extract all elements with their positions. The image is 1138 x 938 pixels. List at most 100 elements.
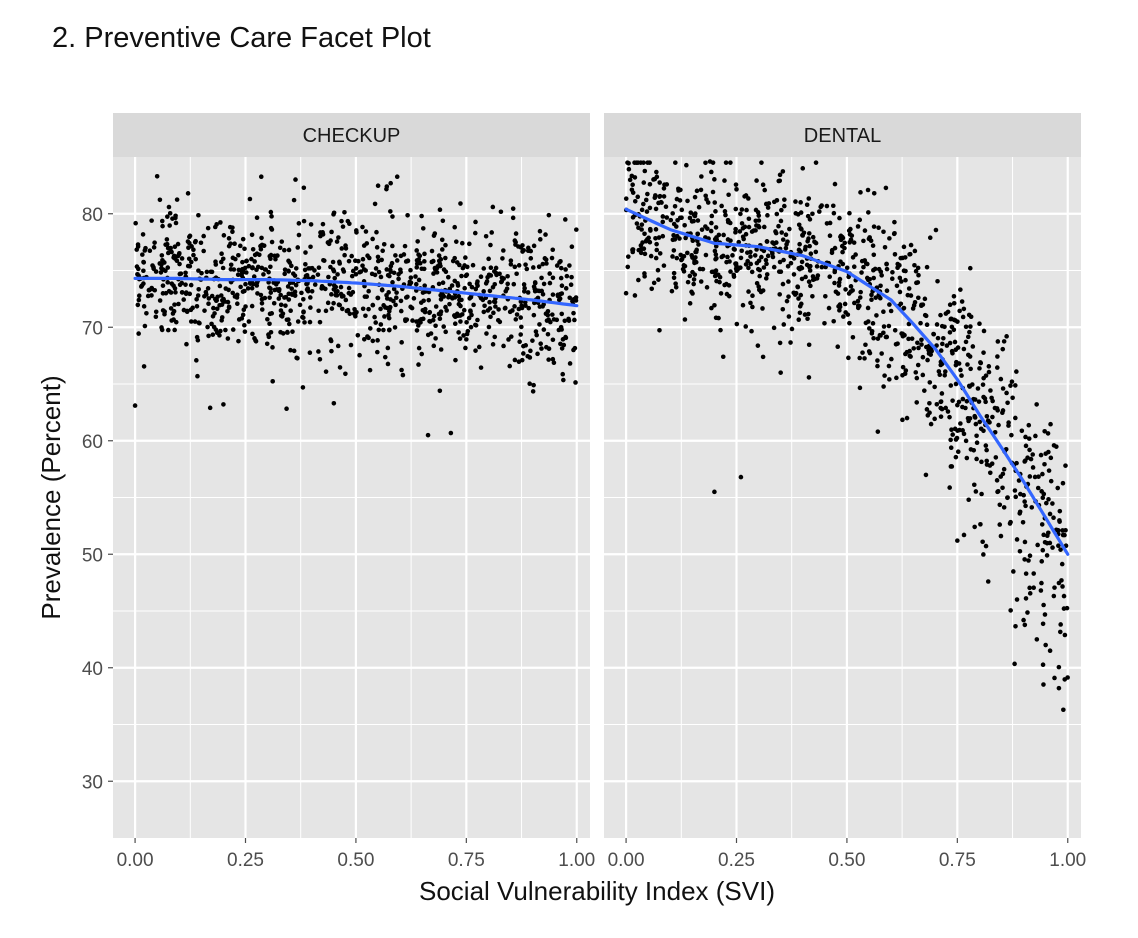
checkup-data-point <box>505 273 510 279</box>
dental-data-point <box>638 160 644 165</box>
checkup-data-point <box>141 260 147 265</box>
dental-data-point <box>912 262 917 268</box>
dental-data-point <box>888 308 894 314</box>
dental-data-point <box>827 220 833 226</box>
dental-data-point <box>914 400 920 405</box>
dental-data-point <box>765 213 770 218</box>
dental-data-point <box>709 220 714 226</box>
dental-data-point <box>872 266 878 272</box>
checkup-data-point <box>522 285 527 291</box>
dental-data-point <box>623 196 629 201</box>
dental-data-point <box>955 449 961 455</box>
dental-data-point <box>985 579 991 584</box>
dental-data-point <box>802 312 808 317</box>
checkup-data-point <box>286 317 291 322</box>
dental-data-point <box>778 218 784 224</box>
checkup-data-point <box>558 275 564 281</box>
checkup-data-point <box>226 304 232 310</box>
dental-data-point <box>848 284 854 289</box>
checkup-data-point <box>370 338 376 344</box>
dental-data-point <box>672 203 678 209</box>
dental-data-point <box>998 376 1004 382</box>
checkup-data-point <box>187 234 192 240</box>
dental-data-point <box>955 538 960 543</box>
dental-data-point <box>920 302 926 307</box>
dental-data-point <box>799 259 805 265</box>
checkup-data-point <box>375 183 381 189</box>
checkup-data-point <box>510 206 516 211</box>
checkup-facet-label: CHECKUP <box>303 125 401 147</box>
dental-data-point <box>869 297 874 303</box>
dental-data-point <box>630 249 636 255</box>
dental-data-point <box>977 366 982 371</box>
checkup-data-point <box>240 289 246 294</box>
dental-data-point <box>645 191 650 197</box>
dental-data-point <box>641 180 647 185</box>
checkup-data-point <box>207 405 213 411</box>
dental-data-point <box>638 250 644 256</box>
dental-data-point <box>1030 452 1036 457</box>
dental-data-point <box>1041 682 1046 687</box>
dental-data-point <box>668 217 674 223</box>
checkup-data-point <box>152 240 157 245</box>
checkup-data-point <box>514 312 520 317</box>
checkup-data-point <box>541 327 547 332</box>
dental-data-point <box>674 196 680 202</box>
dental-data-point <box>846 355 851 361</box>
checkup-data-point <box>384 267 390 272</box>
dental-data-point <box>760 182 766 187</box>
dental-data-point <box>865 187 871 193</box>
dental-data-point <box>716 232 722 238</box>
checkup-data-point <box>194 358 199 363</box>
checkup-data-point <box>165 327 171 333</box>
checkup-data-point <box>543 232 548 237</box>
dental-data-point <box>947 414 952 420</box>
dental-data-point <box>778 370 783 375</box>
dental-data-point <box>1061 707 1066 713</box>
checkup-data-point <box>537 237 543 242</box>
dental-data-point <box>696 242 701 247</box>
checkup-data-point <box>244 270 249 275</box>
dental-data-point <box>875 358 880 363</box>
checkup-data-point <box>328 264 333 270</box>
checkup-data-point <box>308 295 313 300</box>
checkup-data-point <box>192 239 198 245</box>
dental-data-point <box>749 269 755 275</box>
dental-data-point <box>1017 509 1023 515</box>
checkup-data-point <box>393 253 398 258</box>
dental-data-point <box>1052 675 1057 681</box>
checkup-data-point <box>242 329 248 334</box>
checkup-data-point <box>453 239 459 244</box>
dental-data-point <box>777 292 783 297</box>
checkup-data-point <box>176 251 182 257</box>
dental-data-point <box>993 455 999 460</box>
dental-data-point <box>641 201 646 207</box>
dental-data-point <box>827 274 833 280</box>
checkup-data-point <box>194 303 200 309</box>
dental-data-point <box>745 250 750 255</box>
checkup-data-point <box>252 259 257 264</box>
checkup-data-point <box>407 279 413 285</box>
checkup-data-point <box>381 327 386 333</box>
dental-data-point <box>953 437 959 442</box>
checkup-data-point <box>287 260 293 265</box>
dental-data-point <box>844 265 850 271</box>
dental-data-point <box>851 264 857 270</box>
checkup-data-point <box>225 336 231 341</box>
dental-data-point <box>1014 369 1019 374</box>
checkup-data-point <box>152 287 158 293</box>
dental-data-point <box>1047 648 1053 654</box>
checkup-data-point <box>525 290 531 295</box>
checkup-data-point <box>531 243 537 249</box>
checkup-data-point <box>339 306 345 312</box>
checkup-data-point <box>301 315 306 321</box>
checkup-data-point <box>497 319 503 325</box>
checkup-data-point <box>268 256 273 262</box>
checkup-data-point <box>433 336 438 341</box>
dental-data-point <box>685 198 690 204</box>
dental-data-point <box>1022 539 1028 545</box>
checkup-data-point <box>507 363 513 369</box>
checkup-data-point <box>483 281 489 286</box>
dental-data-point <box>837 308 842 313</box>
dental-data-point <box>980 382 986 387</box>
